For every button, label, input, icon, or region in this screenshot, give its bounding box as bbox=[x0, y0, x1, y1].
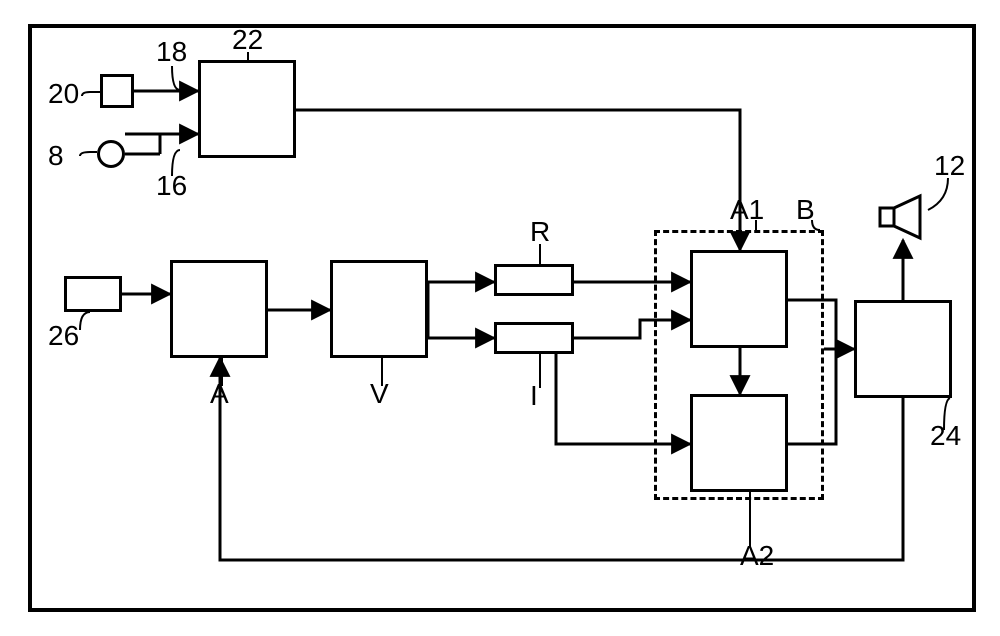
lead-lines bbox=[0, 0, 1000, 636]
diagram-canvas: 20 18 22 8 16 26 A V R I A1 B A2 24 12 bbox=[0, 0, 1000, 636]
